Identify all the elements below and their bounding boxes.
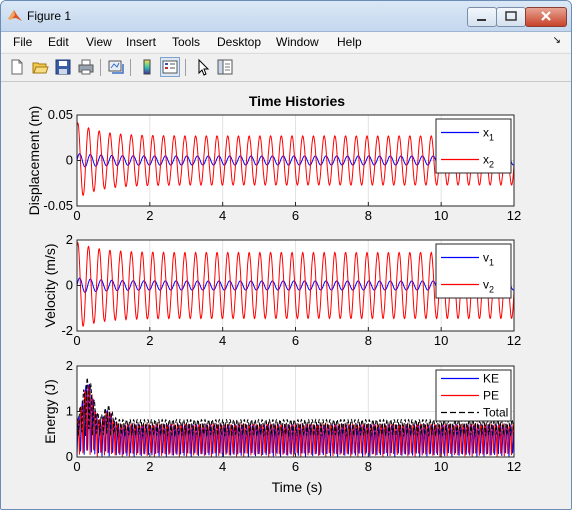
figure-canvas: Time Histories 0 2 4 6 8 10 12 0.05 0 -0.05 Displa… bbox=[3, 82, 569, 507]
menu-edit[interactable]: Edit bbox=[48, 35, 69, 49]
x-tick-label: 12 bbox=[507, 459, 521, 474]
y-tick-label: 0.05 bbox=[48, 107, 73, 122]
x-tick-label: 8 bbox=[365, 208, 372, 223]
matlab-logo-icon bbox=[8, 10, 22, 21]
close-button[interactable] bbox=[525, 7, 567, 27]
print-icon[interactable] bbox=[77, 58, 95, 76]
property-inspector-icon[interactable] bbox=[216, 58, 234, 76]
y-tick-label: -2 bbox=[61, 323, 73, 338]
x-tick-label: 12 bbox=[507, 208, 521, 223]
menu-window[interactable]: Window bbox=[276, 35, 319, 49]
toolbar-separator bbox=[185, 59, 186, 76]
x-tick-label: 4 bbox=[219, 333, 226, 348]
toolbar-separator bbox=[130, 59, 131, 76]
y-tick-label: 2 bbox=[66, 358, 73, 373]
x-tick-label: 6 bbox=[292, 459, 299, 474]
figure-title: Time Histories bbox=[249, 93, 345, 109]
menu-desktop[interactable]: Desktop bbox=[217, 35, 262, 49]
x-tick-label: 12 bbox=[507, 333, 521, 348]
y-tick-label: 1 bbox=[66, 404, 73, 419]
x-axis-label: Time (s) bbox=[272, 479, 323, 495]
link-plot-icon[interactable] bbox=[107, 58, 125, 76]
y-tick-label: -0.05 bbox=[43, 198, 73, 213]
dock-arrow-icon[interactable]: ↘ bbox=[552, 35, 561, 46]
x-tick-label: 0 bbox=[73, 208, 80, 223]
title-bar[interactable]: Figure 1 bbox=[1, 1, 571, 32]
x-tick-label: 4 bbox=[219, 208, 226, 223]
x-tick-label: 6 bbox=[292, 333, 299, 348]
x-tick-label: 4 bbox=[219, 459, 226, 474]
pointer-icon[interactable] bbox=[194, 58, 212, 76]
colorbar-icon[interactable] bbox=[138, 58, 156, 76]
x-tick-label: 6 bbox=[292, 208, 299, 223]
x-tick-label: 2 bbox=[146, 333, 153, 348]
x-tick-label: 0 bbox=[73, 333, 80, 348]
x-tick-label: 8 bbox=[365, 333, 372, 348]
legend-box bbox=[435, 118, 512, 174]
menu-bar: File Edit View Insert Tools Desktop Wind… bbox=[1, 32, 571, 52]
y-axis-label: Displacement (m) bbox=[26, 106, 42, 216]
series-total-line bbox=[77, 377, 514, 437]
minimize-button[interactable] bbox=[467, 7, 497, 27]
legend-label: v2 bbox=[483, 278, 494, 295]
plot-canvas: Time Histories 0 2 4 6 8 10 120.050-0.05Displa… bbox=[26, 93, 521, 495]
legend-label: x2 bbox=[483, 153, 494, 170]
menu-help[interactable]: Help bbox=[337, 35, 362, 49]
menu-tools[interactable]: Tools bbox=[172, 35, 201, 49]
legend-label: PE bbox=[483, 389, 499, 403]
y-tick-label: 0 bbox=[66, 278, 73, 293]
x-tick-label: 10 bbox=[434, 333, 448, 348]
window-title: Figure 1 bbox=[27, 9, 72, 23]
open-file-icon[interactable] bbox=[31, 58, 49, 76]
save-icon[interactable] bbox=[54, 58, 72, 76]
legend-label: v1 bbox=[483, 251, 494, 268]
x-tick-label: 2 bbox=[146, 459, 153, 474]
legend-label: x1 bbox=[483, 126, 494, 143]
minimize-icon bbox=[477, 19, 486, 21]
new-figure-icon[interactable] bbox=[8, 58, 26, 76]
close-icon bbox=[541, 11, 551, 21]
menu-view[interactable]: View bbox=[86, 35, 112, 49]
y-axis-label: Velocity (m/s) bbox=[42, 243, 58, 327]
menu-insert[interactable]: Insert bbox=[126, 35, 157, 49]
toolbar bbox=[1, 53, 571, 82]
x-tick-label: 2 bbox=[146, 208, 153, 223]
maximize-icon bbox=[505, 11, 517, 21]
x-tick-label: 8 bbox=[365, 459, 372, 474]
legend-box bbox=[435, 243, 512, 299]
legend-label: KE bbox=[483, 372, 499, 386]
legend-label: Total bbox=[483, 406, 508, 420]
y-tick-label: 0 bbox=[66, 449, 73, 464]
menu-file[interactable]: File bbox=[13, 35, 33, 49]
x-tick-label: 10 bbox=[434, 459, 448, 474]
x-tick-label: 10 bbox=[434, 208, 448, 223]
x-tick-label: 0 bbox=[73, 459, 80, 474]
y-tick-label: 2 bbox=[66, 232, 73, 247]
toolbar-separator bbox=[100, 59, 101, 76]
legend-icon[interactable] bbox=[160, 57, 180, 77]
maximize-button[interactable] bbox=[496, 7, 526, 27]
y-axis-label: Energy (J) bbox=[42, 379, 58, 444]
y-tick-label: 0 bbox=[66, 153, 73, 168]
